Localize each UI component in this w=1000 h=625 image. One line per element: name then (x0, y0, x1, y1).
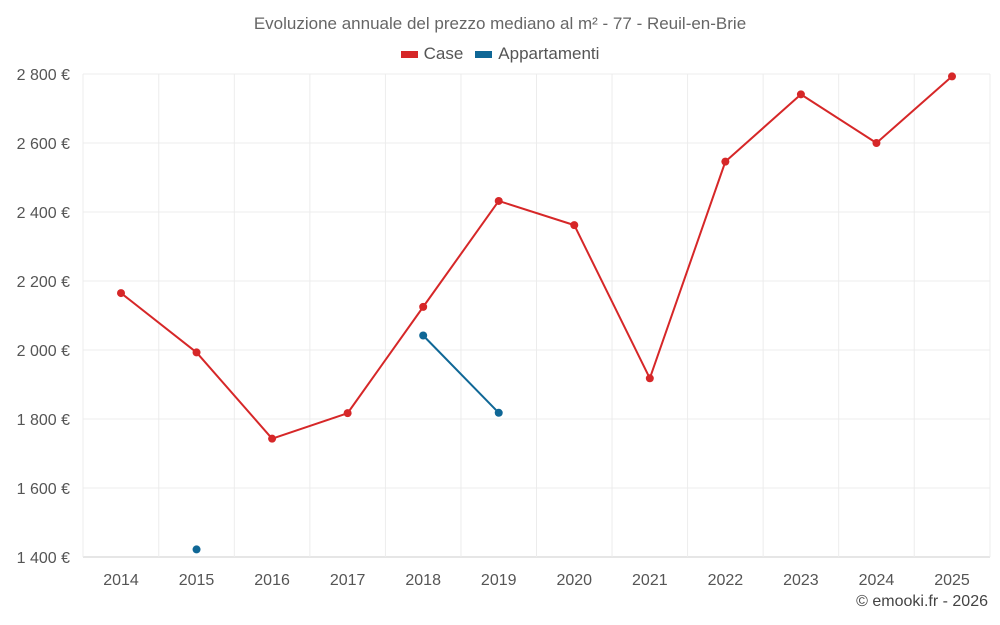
y-tick-label: 2 600 € (17, 136, 70, 153)
data-point-case (117, 289, 125, 298)
data-point-appartamenti (419, 331, 428, 340)
legend-item-appartamenti[interactable]: Appartamenti (475, 44, 599, 64)
x-tick-label: 2016 (254, 572, 290, 589)
data-point-case (494, 196, 503, 205)
legend-item-case[interactable]: Case (400, 44, 464, 64)
y-tick-label: 2 000 € (17, 343, 70, 360)
y-tick-label: 2 200 € (17, 274, 70, 291)
legend-label-case: Case (423, 44, 464, 63)
data-point-case (570, 221, 579, 230)
data-point-case (872, 139, 881, 147)
data-point-case (268, 434, 277, 443)
y-tick-label: 1 600 € (17, 481, 70, 498)
x-tick-label: 2021 (632, 572, 668, 589)
data-point-case (796, 90, 805, 99)
data-point-case (192, 348, 201, 357)
x-tick-label: 2015 (179, 572, 215, 589)
x-tick-label: 2025 (934, 572, 970, 589)
legend-label-appartamenti: Appartamenti (498, 44, 600, 63)
legend-swatch-case (400, 50, 418, 58)
data-point-case (419, 302, 428, 311)
data-point-appartamenti (192, 545, 201, 554)
x-tick-label: 2022 (708, 572, 744, 589)
legend: Case Appartamenti (0, 44, 1000, 64)
y-tick-label: 1 800 € (17, 412, 70, 429)
x-tick-label: 2023 (783, 572, 819, 589)
x-tick-label: 2018 (405, 572, 441, 589)
y-tick-label: 1 400 € (17, 550, 70, 567)
chart-title: Evoluzione annuale del prezzo mediano al… (253, 14, 747, 33)
series-line-case (120, 75, 953, 440)
y-tick-label: 2 800 € (17, 67, 70, 84)
data-point-case (948, 72, 956, 81)
data-point-appartamenti (494, 408, 503, 417)
x-tick-label: 2019 (481, 572, 517, 589)
y-tick-label: 2 400 € (17, 205, 70, 222)
x-tick-label: 2017 (330, 572, 366, 589)
legend-swatch-appartamenti (475, 50, 493, 58)
data-point-case (343, 409, 352, 418)
x-tick-label: 2020 (556, 572, 592, 589)
data-point-case (645, 374, 654, 383)
x-tick-label: 2024 (859, 572, 895, 589)
data-point-case (721, 157, 730, 166)
series-line-appartamenti (422, 334, 500, 414)
x-tick-label: 2014 (103, 572, 139, 589)
credit-text: © emooki.fr - 2026 (856, 593, 988, 610)
